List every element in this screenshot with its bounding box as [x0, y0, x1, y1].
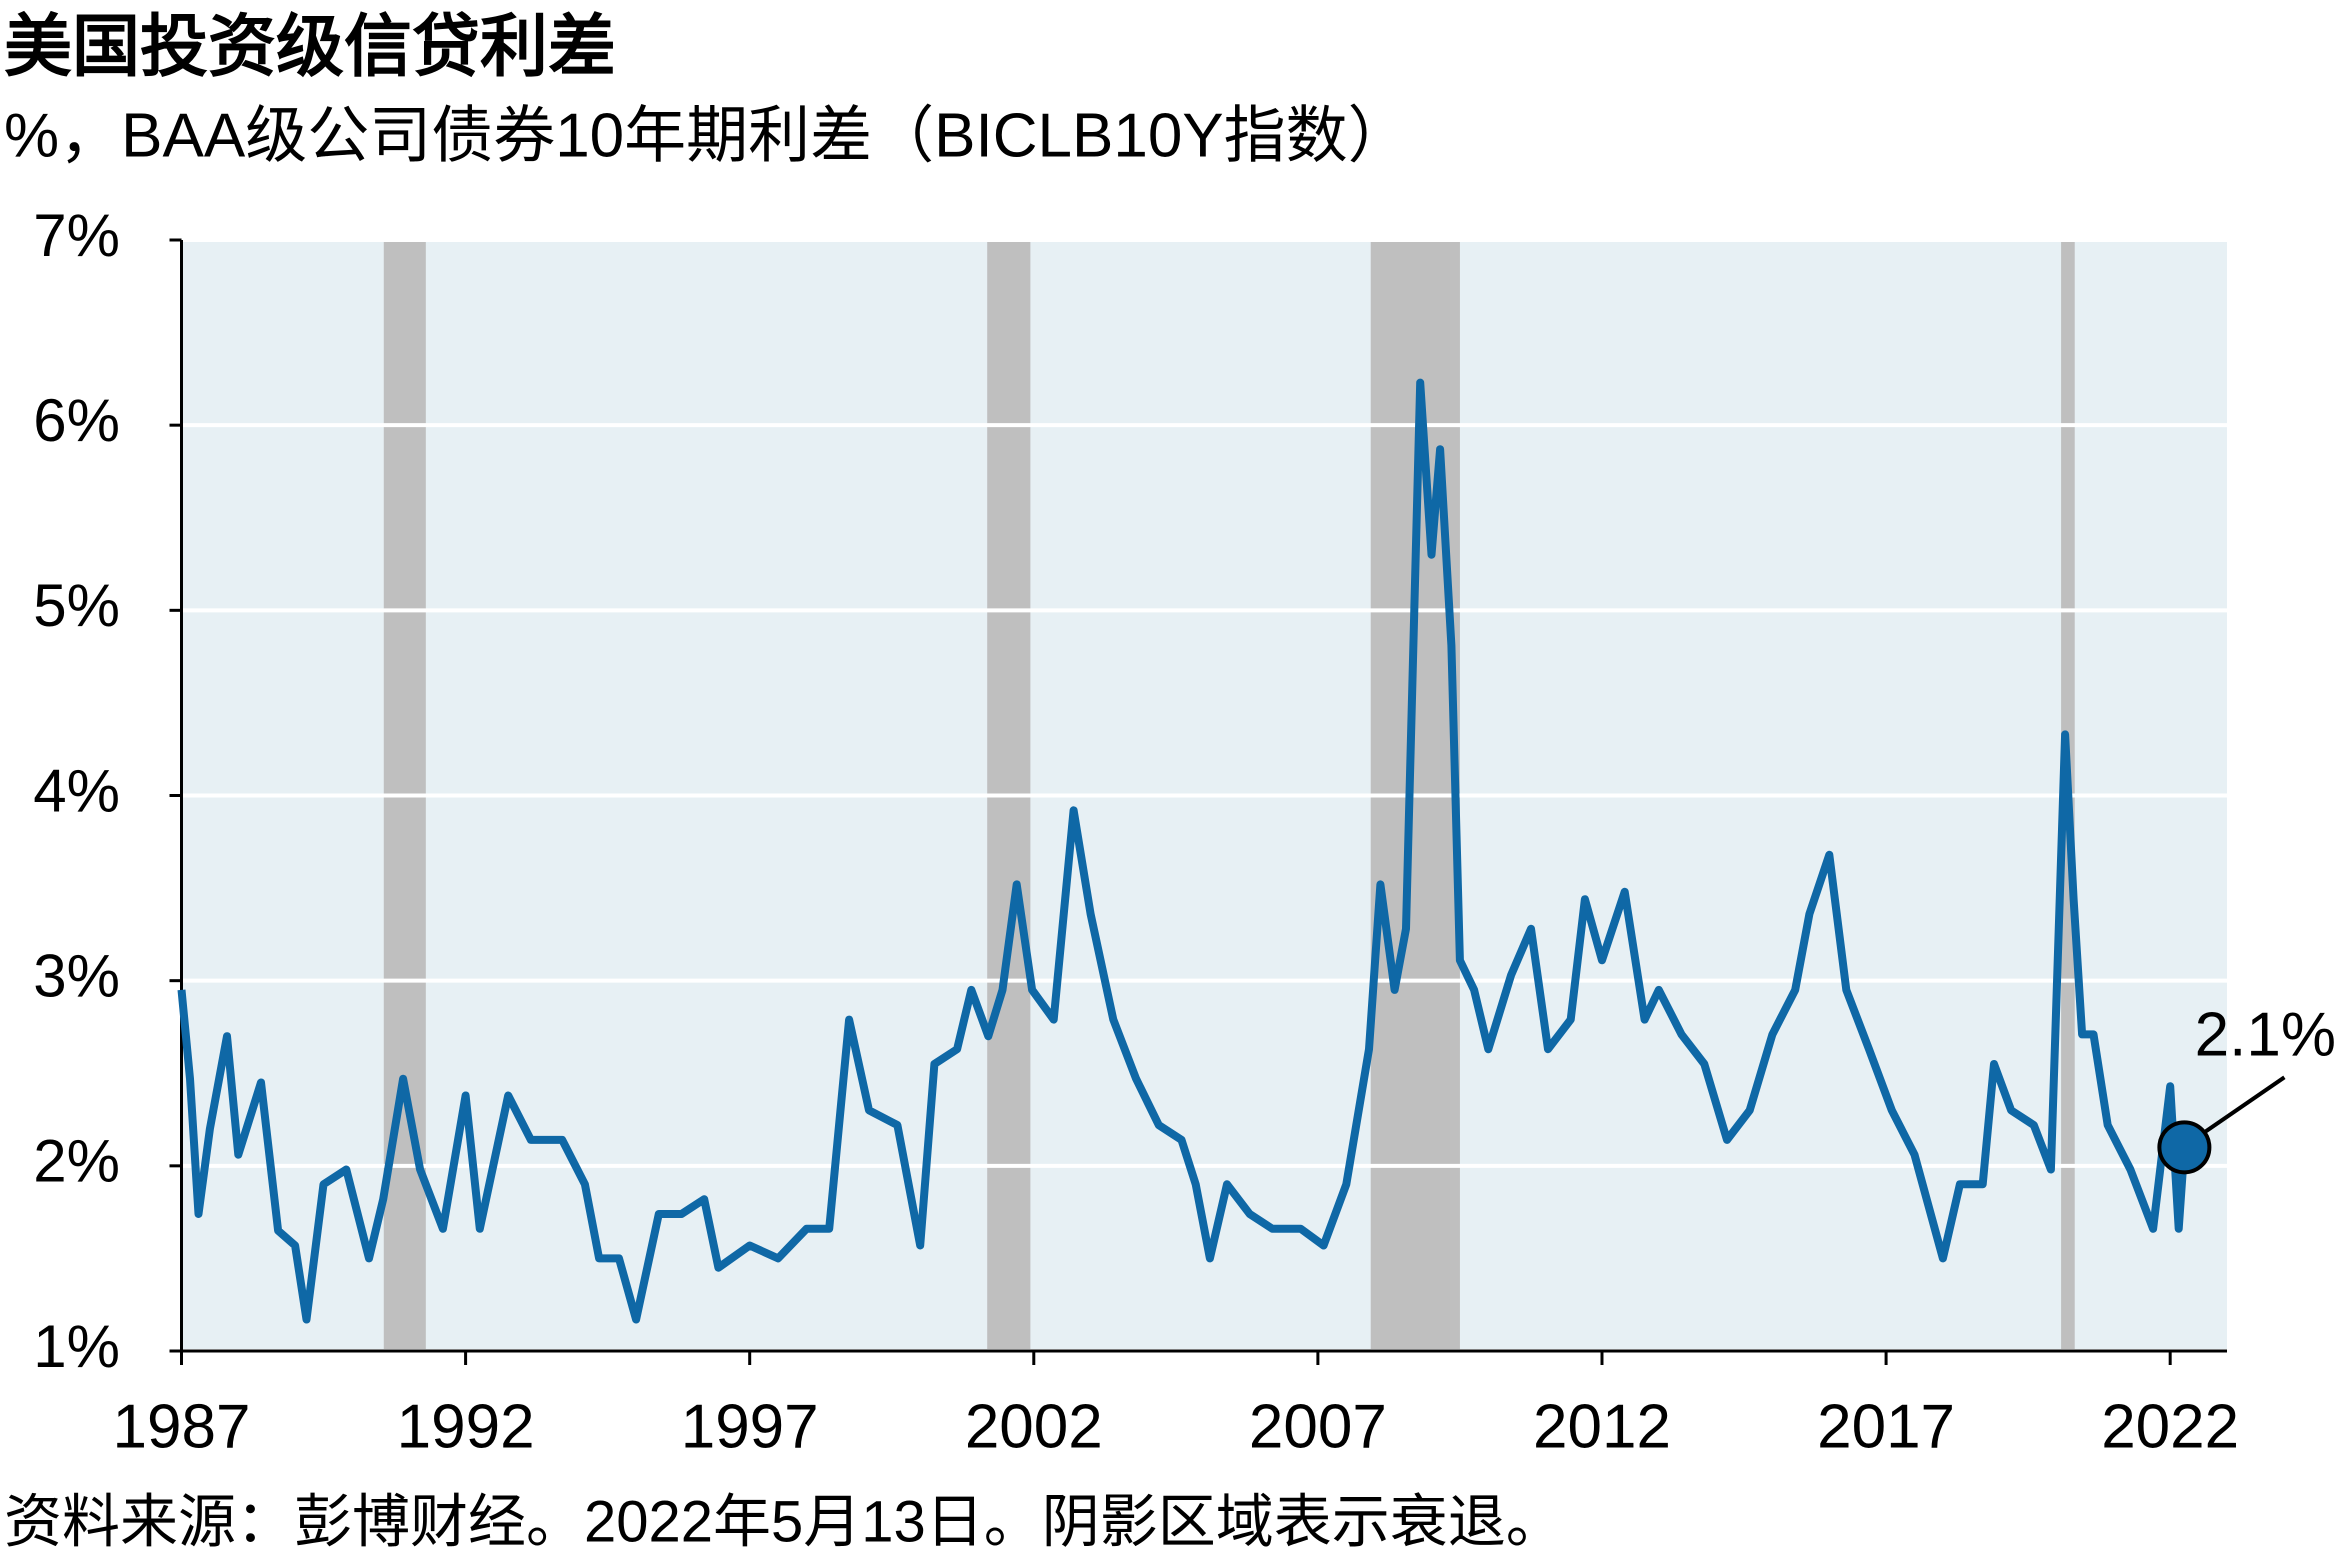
y-tick-label: 7%: [33, 202, 120, 269]
x-tick-label: 2012: [1533, 1392, 1671, 1461]
y-tick-label: 6%: [33, 387, 120, 454]
x-tick-label: 2017: [1817, 1392, 1955, 1461]
annotation-label: 2.1%: [2195, 1001, 2336, 1070]
source-note: 资料来源：彭博财经。2022年5月13日。阴影区域表示衰退。: [4, 1489, 1564, 1554]
annotation-leader: [2203, 1075, 2286, 1134]
y-tick-label: 5%: [33, 572, 120, 639]
x-tick-label: 2007: [1249, 1392, 1387, 1461]
chart-subtitle: %，BAA级公司债券10年期利差（BICLB10Y指数）: [4, 101, 1410, 170]
x-tick-label: 2002: [965, 1392, 1103, 1461]
y-tick-label: 1%: [33, 1313, 120, 1380]
y-tick-label: 3%: [33, 943, 120, 1010]
y-tick-label: 4%: [33, 757, 120, 824]
annotation-marker: [2157, 1120, 2212, 1175]
x-tick-label: 1987: [113, 1392, 251, 1461]
data-line: [177, 378, 2189, 1324]
x-tick-label: 2022: [2101, 1392, 2239, 1461]
y-tick-label: 2%: [33, 1128, 120, 1195]
x-tick-label: 1997: [681, 1392, 819, 1461]
x-tick-label: 1992: [397, 1392, 535, 1461]
chart-title: 美国投资级信贷利差: [4, 9, 616, 85]
